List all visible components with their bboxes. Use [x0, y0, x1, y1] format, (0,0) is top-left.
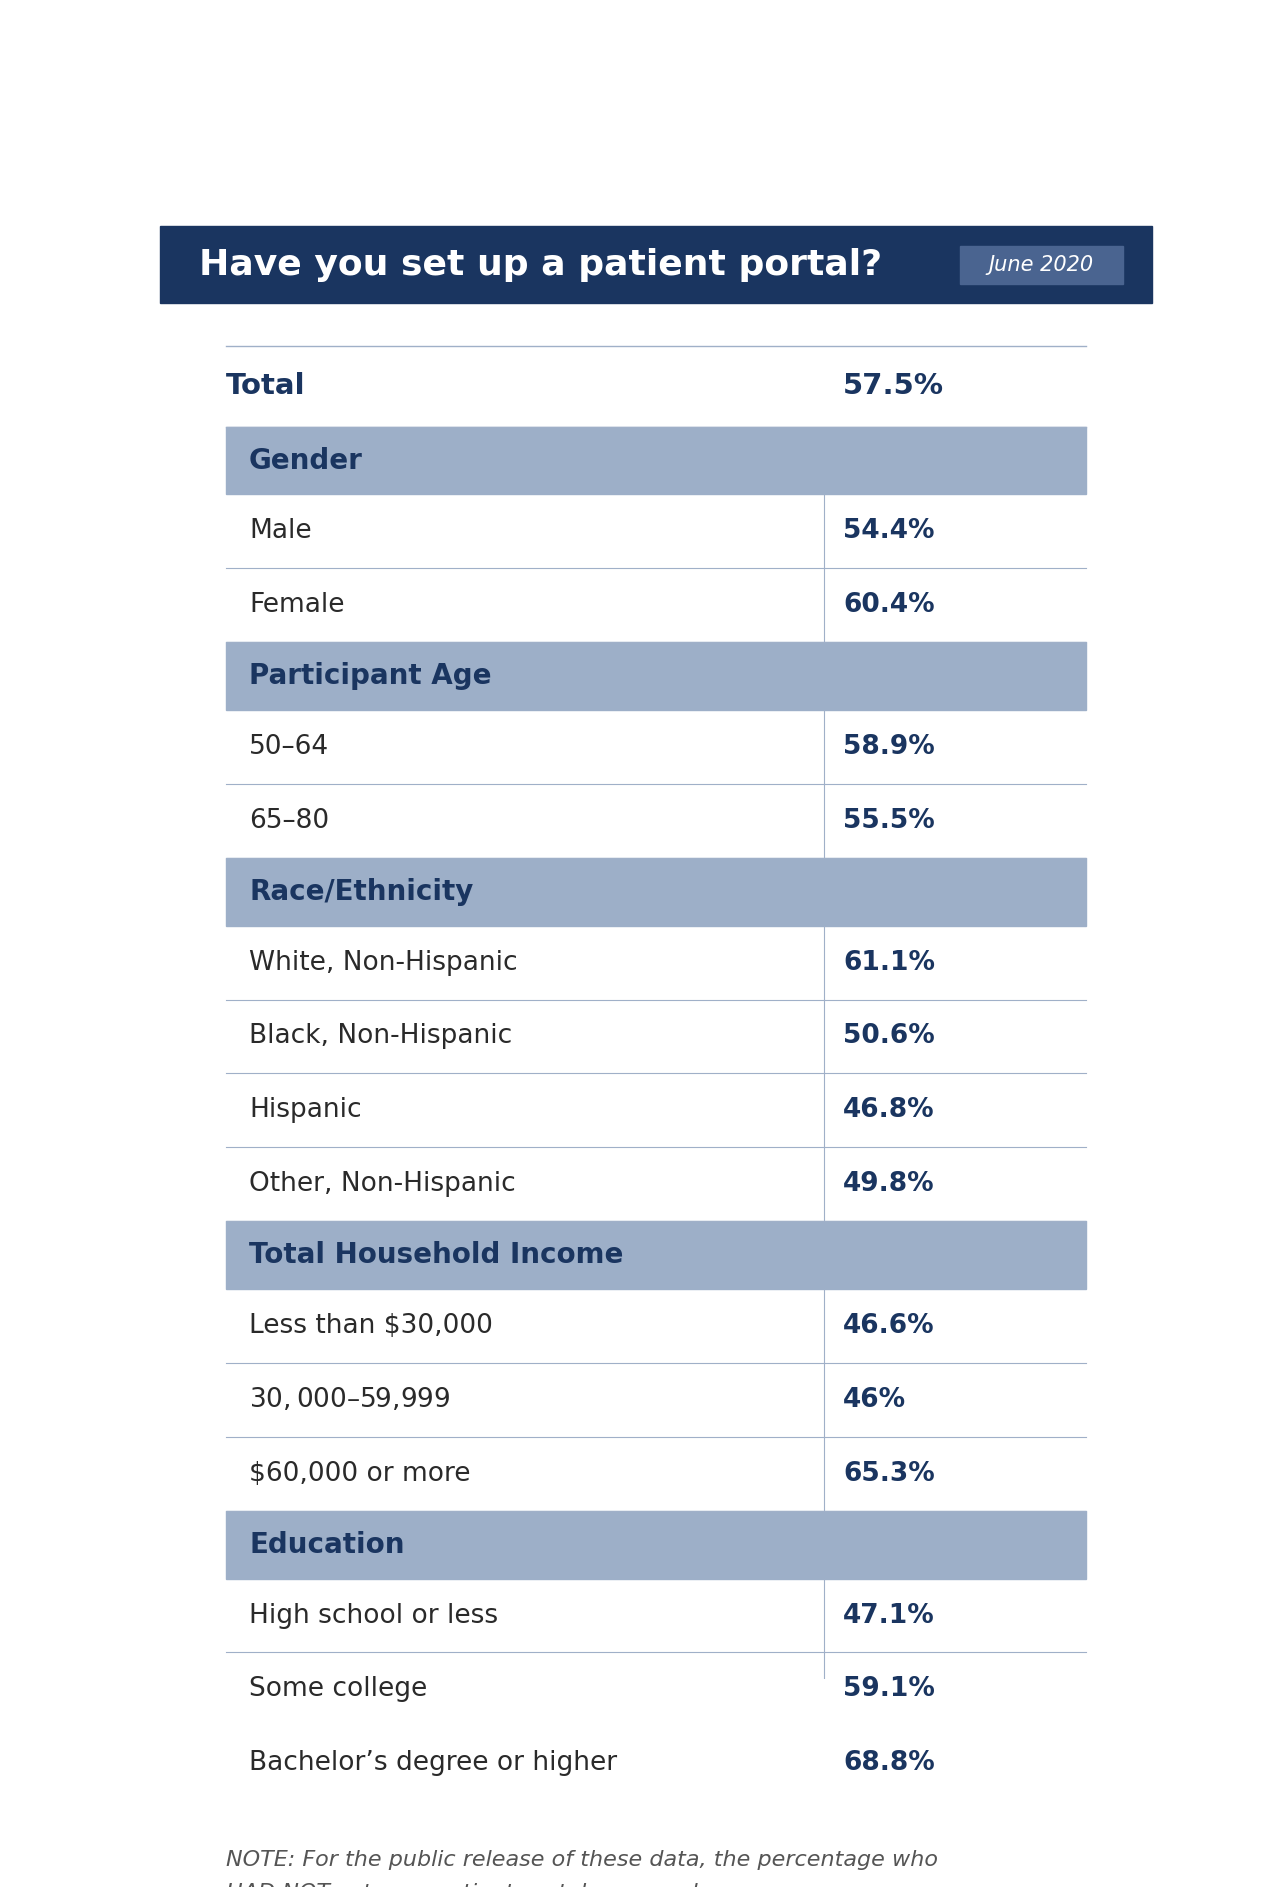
Text: 57.5%: 57.5%: [844, 372, 945, 400]
Text: 47.1%: 47.1%: [844, 1602, 934, 1628]
Text: 61.1%: 61.1%: [844, 949, 936, 976]
Text: Other, Non-Hispanic: Other, Non-Hispanic: [250, 1172, 516, 1198]
Text: 50–64: 50–64: [250, 734, 329, 760]
Text: Total Household Income: Total Household Income: [250, 1242, 623, 1270]
Text: NOTE: For the public release of these data, the percentage who: NOTE: For the public release of these da…: [225, 1851, 938, 1870]
Bar: [225, 1221, 1087, 1289]
Text: Have you set up a patient portal?: Have you set up a patient portal?: [198, 247, 882, 281]
Bar: [225, 1511, 1087, 1579]
Bar: [225, 426, 1087, 494]
Text: Less than $30,000: Less than $30,000: [250, 1313, 493, 1340]
Text: 50.6%: 50.6%: [844, 1023, 934, 1049]
Text: 59.1%: 59.1%: [844, 1676, 934, 1702]
Text: Hispanic: Hispanic: [250, 1098, 362, 1123]
Text: 46.8%: 46.8%: [844, 1098, 934, 1123]
Text: Some college: Some college: [250, 1676, 428, 1702]
Text: Participant Age: Participant Age: [250, 662, 492, 691]
Text: 68.8%: 68.8%: [844, 1751, 934, 1776]
Text: Education: Education: [250, 1530, 404, 1559]
Text: Male: Male: [250, 519, 312, 543]
Text: 65.3%: 65.3%: [844, 1461, 934, 1487]
Text: Black, Non-Hispanic: Black, Non-Hispanic: [250, 1023, 512, 1049]
Text: Total: Total: [225, 372, 306, 400]
Text: Gender: Gender: [250, 447, 364, 474]
Text: High school or less: High school or less: [250, 1602, 498, 1628]
Text: Race/Ethnicity: Race/Ethnicity: [250, 877, 474, 906]
Text: HAD NOT set up a patient portal was used.: HAD NOT set up a patient portal was used…: [225, 1883, 704, 1887]
Text: 49.8%: 49.8%: [844, 1172, 934, 1198]
Text: $60,000 or more: $60,000 or more: [250, 1461, 471, 1487]
Text: White, Non-Hispanic: White, Non-Hispanic: [250, 949, 517, 976]
Bar: [960, 245, 1123, 285]
Text: 55.5%: 55.5%: [844, 808, 934, 834]
Text: 58.9%: 58.9%: [844, 734, 934, 760]
Text: June 2020: June 2020: [988, 255, 1093, 276]
Text: 65–80: 65–80: [250, 808, 329, 834]
Text: 46.6%: 46.6%: [844, 1313, 934, 1340]
Text: Bachelor’s degree or higher: Bachelor’s degree or higher: [250, 1751, 617, 1776]
Bar: [225, 642, 1087, 710]
Bar: [225, 859, 1087, 927]
Text: 46%: 46%: [844, 1387, 906, 1413]
Text: Female: Female: [250, 593, 344, 619]
Text: 54.4%: 54.4%: [844, 519, 934, 543]
Bar: [160, 226, 1152, 304]
Text: $30,000–$59,999: $30,000–$59,999: [250, 1387, 451, 1413]
Text: 60.4%: 60.4%: [844, 593, 934, 619]
